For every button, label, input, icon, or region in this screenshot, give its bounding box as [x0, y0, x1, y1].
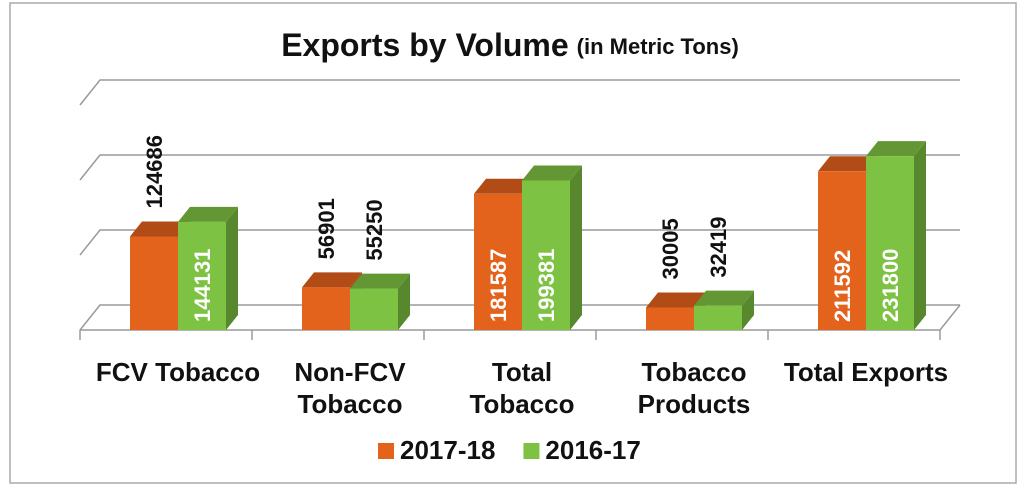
- bar-front: [130, 236, 178, 330]
- legend-label: 2017-18: [400, 435, 495, 465]
- bar-top: [522, 165, 582, 181]
- legend-label: 2016-17: [545, 435, 640, 465]
- legend-swatch: [378, 443, 394, 459]
- data-label: 124686: [142, 135, 167, 208]
- bar-side: [914, 141, 926, 330]
- data-label: 32419: [706, 216, 731, 277]
- bar-side: [398, 273, 410, 330]
- bar: [694, 290, 754, 330]
- x-tick-label: Total Tobacco: [469, 357, 575, 419]
- bar-side: [226, 206, 238, 330]
- grid-line: [79, 154, 960, 181]
- chart-title-block: Exports by Volume (in Metric Tons): [281, 27, 739, 63]
- bar-side: [742, 290, 754, 330]
- legend-swatch: [523, 443, 540, 459]
- bar-side: [570, 165, 582, 330]
- x-tick-label: FCV Tobacco: [95, 357, 261, 387]
- chart-subtitle: (in Metric Tons): [577, 34, 739, 59]
- data-label: 56901: [314, 198, 339, 259]
- bar-front: [350, 288, 398, 330]
- data-label: 144131: [190, 249, 215, 322]
- bar-front: [302, 287, 350, 330]
- bar-top: [350, 273, 410, 289]
- bar-top: [694, 290, 754, 306]
- bar-top: [178, 206, 238, 222]
- bar-top: [646, 292, 706, 308]
- bar-front: [818, 171, 866, 330]
- chart-title: Exports by Volume: [281, 27, 568, 63]
- bar: [178, 206, 238, 330]
- data-label: 199381: [534, 249, 559, 322]
- data-label: 181587: [486, 249, 511, 322]
- grid-line: [79, 79, 960, 106]
- bar-front: [694, 305, 742, 330]
- bar-top: [818, 156, 878, 172]
- x-tick-label: Non-FCV Tobacco: [294, 357, 406, 419]
- bar-front: [178, 221, 226, 330]
- bar-front: [474, 193, 522, 330]
- bar-front: [646, 307, 694, 330]
- x-tick-label: Tobacco Products: [637, 357, 751, 419]
- bar-top: [866, 141, 926, 157]
- data-label: 231800: [878, 249, 903, 322]
- bar: [350, 273, 410, 330]
- data-label: 211592: [830, 250, 855, 322]
- bar-front: [522, 180, 570, 330]
- grid-line: [79, 229, 960, 256]
- data-label: 30005: [658, 218, 683, 279]
- bar-front: [866, 156, 914, 330]
- bar-top: [302, 272, 362, 288]
- bar: [866, 141, 926, 330]
- data-label: 55250: [362, 199, 387, 260]
- bar-top: [474, 178, 534, 194]
- bar: [522, 165, 582, 330]
- x-tick-label: Total Exports: [783, 357, 949, 387]
- bar-top: [130, 221, 190, 237]
